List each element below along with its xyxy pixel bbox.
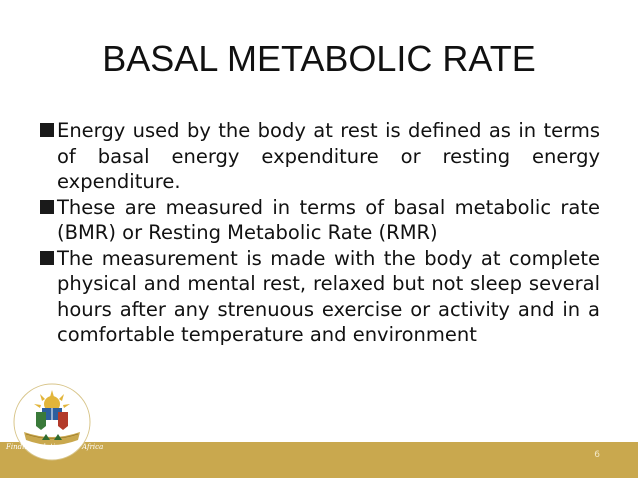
bullet-text: The measurement is made with the body at… bbox=[57, 246, 600, 347]
bullet-text: Energy used by the body at rest is defin… bbox=[57, 119, 600, 193]
slide-title: BASAL METABOLIC RATE bbox=[102, 38, 536, 79]
bullet-list: Energy used by the body at rest is defin… bbox=[40, 118, 600, 348]
square-bullet-icon bbox=[40, 250, 54, 265]
bullet-text: These are measured in terms of basal met… bbox=[57, 195, 600, 245]
logo-caption: Finding solutions for Africa bbox=[6, 443, 104, 451]
footer-band bbox=[0, 442, 638, 478]
page-number: 6 bbox=[594, 450, 600, 460]
square-bullet-icon bbox=[40, 199, 54, 214]
bullet-item: These are measured in terms of basal met… bbox=[40, 195, 600, 246]
university-seal-icon bbox=[13, 383, 91, 461]
bullet-item: The measurement is made with the body at… bbox=[40, 246, 600, 348]
square-bullet-icon bbox=[40, 123, 54, 137]
bullet-item: Energy used by the body at rest is defin… bbox=[40, 118, 600, 195]
